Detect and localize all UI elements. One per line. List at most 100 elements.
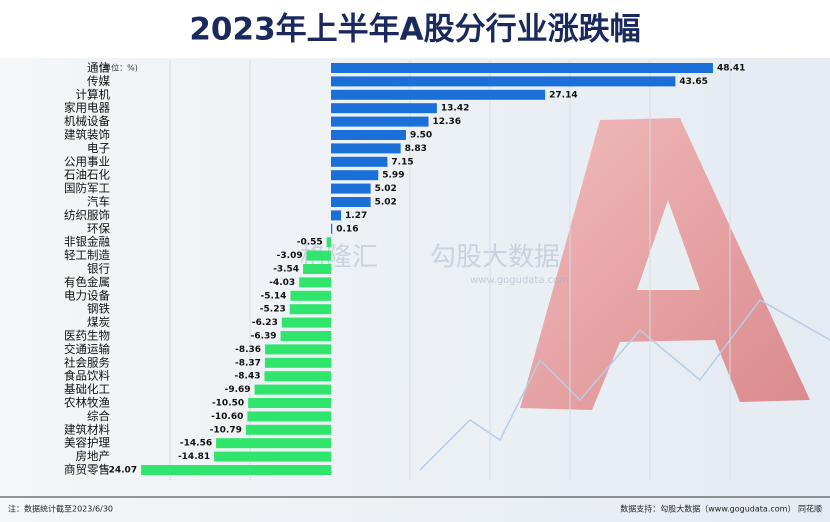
value-label: 1.27 (345, 211, 367, 221)
category-label: 环保 (87, 221, 110, 235)
bar (265, 344, 331, 355)
category-label: 汽车 (87, 195, 110, 209)
category-label: 综合 (87, 409, 110, 423)
header-band (0, 0, 830, 58)
bar (141, 465, 331, 475)
bar (281, 317, 331, 328)
value-label: -9.69 (225, 385, 251, 395)
category-label: 计算机 (76, 87, 111, 101)
watermark: www.gogudata.com (470, 275, 569, 286)
decor-line (419, 299, 830, 471)
footnote: 注：数据统计截至2023/6/30 (8, 504, 113, 514)
category-label: 通信 (87, 61, 110, 75)
plot: 通信 48.41 传媒 43.65 计算机 27.14 家用电器 13.42 机械设备 12.36… (64, 60, 745, 480)
bar (248, 398, 331, 408)
bar (331, 156, 388, 167)
value-label: 13.42 (441, 104, 469, 114)
category-label: 医药生物 (64, 329, 110, 343)
value-label: -3.54 (273, 265, 299, 275)
category-label: 基础化工 (64, 382, 110, 396)
bar (245, 424, 331, 435)
category-label: 国防军工 (64, 181, 110, 195)
value-label: -8.36 (235, 345, 261, 355)
category-label: 机械设备 (64, 114, 110, 128)
value-label: -5.23 (260, 305, 286, 315)
value-label: -10.79 (210, 425, 242, 435)
category-label: 煤炭 (87, 315, 110, 329)
value-label: 5.02 (375, 184, 397, 194)
value-label: -8.37 (235, 358, 261, 368)
bar (331, 130, 406, 140)
value-label: -6.23 (252, 318, 278, 328)
bar (331, 103, 437, 114)
bar (306, 250, 331, 261)
bar (331, 63, 713, 73)
value-label: 9.50 (410, 131, 432, 141)
category-label: 钢铁 (87, 302, 110, 316)
value-label: 27.14 (549, 90, 577, 100)
bar (331, 116, 429, 127)
bar (331, 89, 546, 100)
bar (247, 411, 331, 422)
value-label: -5.14 (260, 291, 286, 301)
category-label: 石油石化 (64, 168, 110, 182)
bar (331, 170, 379, 181)
category-label: 建筑材料 (64, 422, 110, 436)
value-label: 7.15 (391, 157, 413, 167)
bar (303, 264, 331, 274)
bar (280, 331, 331, 341)
bar (289, 304, 331, 315)
source: 数据支持：勾股大数据（www.gogudata.com） 同花顺 (620, 504, 822, 514)
bar (254, 384, 331, 395)
value-label: -3.09 (277, 251, 303, 261)
category-label: 农林牧渔 (64, 396, 110, 410)
category-label: 有色金属 (64, 275, 110, 289)
bar (331, 223, 333, 234)
bar (331, 76, 676, 87)
value-label: -4.03 (269, 278, 295, 288)
category-label: 家用电器 (64, 101, 110, 115)
category-label: 传媒 (87, 74, 110, 88)
value-label: 48.41 (717, 64, 745, 74)
category-label: 商贸零售 (64, 463, 110, 477)
bar (331, 197, 371, 207)
value-label: -8.43 (235, 372, 261, 382)
category-label: 美容护理 (64, 436, 110, 450)
value-label: 12.36 (433, 117, 461, 127)
value-label: -10.50 (212, 399, 244, 409)
bar (264, 371, 331, 382)
value-label: 8.83 (405, 144, 427, 154)
bar (331, 143, 401, 154)
value-label: 0.16 (336, 224, 358, 234)
category-label: 电子 (87, 141, 110, 155)
value-label: 43.65 (679, 77, 707, 87)
category-label: 公用事业 (64, 154, 110, 168)
value-label: -14.56 (180, 439, 212, 449)
bar (216, 438, 331, 449)
category-label: 银行 (87, 262, 110, 276)
watermark: 勾股大数据 (430, 243, 560, 273)
category-label: 建筑装饰 (64, 128, 110, 142)
value-label: 5.02 (375, 198, 397, 208)
bar (326, 237, 331, 248)
category-label: 社会服务 (64, 355, 110, 369)
bar (331, 210, 342, 221)
value-label: -10.60 (211, 412, 243, 422)
value-label: -0.55 (297, 238, 323, 248)
value-label: -24.07 (105, 466, 137, 476)
category-label: 轻工制造 (64, 248, 110, 262)
category-label: 食品饮料 (64, 369, 110, 383)
category-label: 电力设备 (64, 288, 110, 302)
value-label: 5.99 (382, 171, 404, 181)
category-label: 纺织服饰 (64, 208, 110, 222)
value-label: -6.39 (251, 332, 277, 342)
bar (264, 357, 331, 368)
decor-letter-hole (637, 200, 700, 290)
bar (299, 277, 331, 288)
category-label: 交通运输 (64, 342, 110, 356)
bar (290, 290, 331, 301)
category-label: 房地产 (76, 449, 111, 463)
unit-label: (单位：%) (100, 63, 138, 73)
bar (214, 451, 331, 462)
